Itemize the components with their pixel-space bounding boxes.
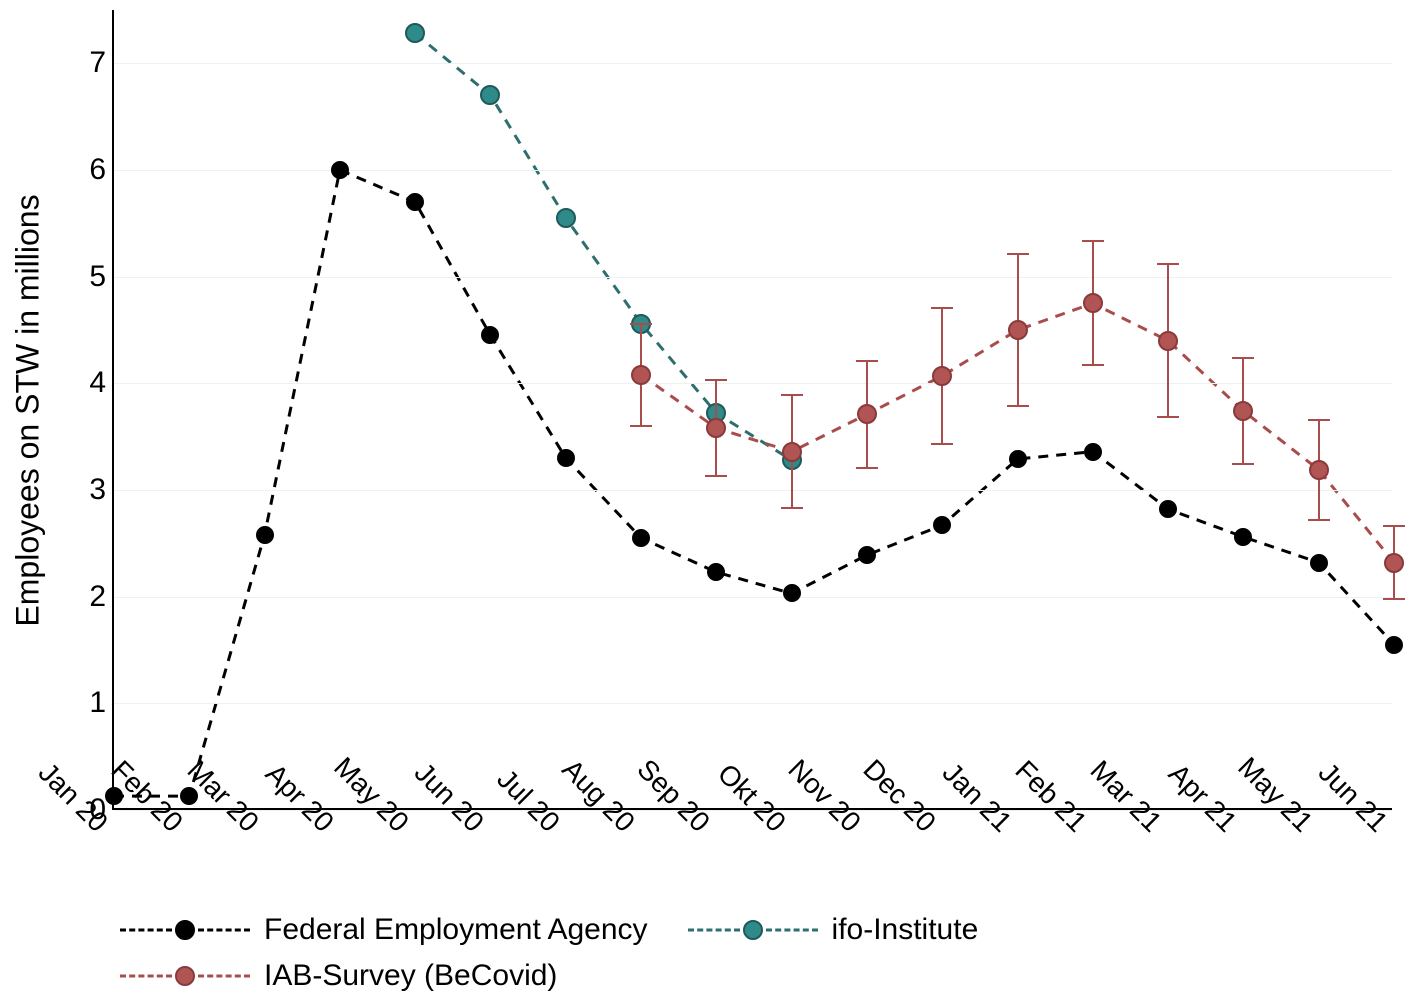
series-marker: [1310, 554, 1328, 572]
error-bar-cap: [781, 394, 803, 396]
y-tick-label: 7: [66, 46, 114, 80]
series-marker: [1084, 443, 1102, 461]
series-marker: [783, 584, 801, 602]
series-marker: [556, 208, 576, 228]
error-bar-cap: [1232, 463, 1254, 465]
series-marker: [632, 529, 650, 547]
y-tick-label: 2: [66, 580, 114, 614]
series-line: [114, 170, 1394, 796]
series-marker: [933, 516, 951, 534]
series-marker: [256, 526, 274, 544]
series-marker: [1083, 293, 1103, 313]
legend-swatch: [688, 920, 818, 940]
error-bar-cap: [1232, 357, 1254, 359]
legend-label: IAB-Survey (BeCovid): [264, 959, 557, 993]
legend-swatch: [120, 966, 250, 986]
y-tick-label: 4: [66, 366, 114, 400]
legend: Federal Employment Agency ifo-Institute …: [120, 910, 1320, 1002]
series-marker: [406, 193, 424, 211]
series-marker: [480, 85, 500, 105]
gridline: [114, 383, 1392, 384]
gridline: [114, 703, 1392, 704]
error-bar-cap: [1383, 525, 1405, 527]
error-bar-cap: [781, 507, 803, 509]
error-bar-cap: [931, 443, 953, 445]
stw-line-chart: Employees on STW in millions 01234567Jan…: [0, 0, 1419, 999]
series-marker: [631, 365, 651, 385]
y-tick-label: 1: [66, 686, 114, 720]
error-bar-cap: [1383, 598, 1405, 600]
series-marker: [557, 449, 575, 467]
series-marker: [932, 366, 952, 386]
legend-label: ifo-Institute: [832, 913, 979, 947]
error-bar-cap: [1157, 416, 1179, 418]
error-bar-cap: [1007, 253, 1029, 255]
series-marker: [1309, 460, 1329, 480]
series-marker: [481, 326, 499, 344]
series-marker: [331, 161, 349, 179]
series-marker: [707, 563, 725, 581]
series-marker: [1159, 500, 1177, 518]
legend-label: Federal Employment Agency: [264, 913, 648, 947]
error-bar-cap: [931, 307, 953, 309]
error-bar-cap: [1157, 263, 1179, 265]
legend-item-ifo: ifo-Institute: [688, 910, 979, 950]
series-marker: [1158, 331, 1178, 351]
series-marker: [782, 442, 802, 462]
series-marker: [180, 787, 198, 805]
y-tick-label: 3: [66, 473, 114, 507]
plot-area: 01234567Jan 20Feb 20Mar 20Apr 20May 20Ju…: [112, 10, 1392, 810]
series-marker: [1009, 450, 1027, 468]
error-bar-cap: [630, 323, 652, 325]
gridline: [114, 170, 1392, 171]
error-bar-cap: [856, 467, 878, 469]
legend-item-federal: Federal Employment Agency: [120, 910, 648, 950]
error-bar-cap: [630, 425, 652, 427]
series-marker: [1385, 636, 1403, 654]
y-tick-label: 5: [66, 260, 114, 294]
legend-swatch: [120, 920, 250, 940]
y-axis-title: Employees on STW in millions: [8, 0, 48, 820]
y-tick-label: 6: [66, 153, 114, 187]
series-marker: [105, 787, 123, 805]
gridline: [114, 277, 1392, 278]
series-marker: [706, 418, 726, 438]
series-marker: [1234, 528, 1252, 546]
error-bar-cap: [1082, 240, 1104, 242]
error-bar-cap: [705, 475, 727, 477]
series-marker: [857, 404, 877, 424]
gridline: [114, 63, 1392, 64]
error-bar-cap: [705, 379, 727, 381]
gridline: [114, 597, 1392, 598]
series-marker: [858, 546, 876, 564]
error-bar-cap: [1308, 419, 1330, 421]
error-bar-cap: [856, 360, 878, 362]
error-bar-cap: [1308, 519, 1330, 521]
y-axis-title-text: Employees on STW in millions: [10, 194, 47, 626]
error-bar-cap: [1082, 364, 1104, 366]
series-marker: [1233, 401, 1253, 421]
gridline: [114, 490, 1392, 491]
legend-item-iab: IAB-Survey (BeCovid): [120, 956, 557, 996]
series-marker: [1384, 553, 1404, 573]
series-lines-layer: [114, 10, 1392, 808]
series-line: [415, 33, 791, 460]
series-marker: [1008, 320, 1028, 340]
error-bar-cap: [1007, 405, 1029, 407]
series-marker: [405, 23, 425, 43]
